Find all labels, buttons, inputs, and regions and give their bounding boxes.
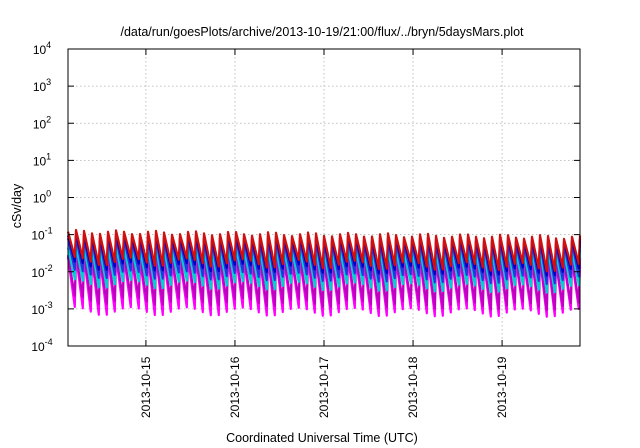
y-tick-label: 10-3	[31, 300, 52, 317]
x-tick-label: 2013-10-19	[495, 356, 509, 418]
y-tick-label: 10-1	[31, 226, 52, 243]
x-tick-label: 2013-10-16	[228, 356, 242, 418]
y-tick-label: 10-2	[31, 263, 52, 280]
x-tick-label: 2013-10-18	[406, 356, 420, 418]
chart-title: /data/run/goesPlots/archive/2013-10-19/2…	[120, 25, 524, 39]
y-tick-label: 100	[33, 189, 51, 206]
y-tick-label: 101	[33, 151, 51, 168]
x-axis-ticks: 2013-10-15 2013-10-16 2013-10-17 2013-10-18…	[139, 49, 509, 418]
x-tick-label: 2013-10-15	[139, 356, 153, 418]
y-tick-label: 104	[33, 40, 51, 57]
series-group	[66, 228, 582, 318]
y-tick-label: 103	[33, 77, 51, 94]
x-axis-label: Coordinated Universal Time (UTC)	[226, 431, 418, 445]
y-axis-ticks: 10-4 10-3 10-2 10-1 100 101 102 103 104	[31, 40, 580, 354]
series-line	[66, 228, 582, 273]
y-tick-label: 102	[33, 114, 51, 131]
y-tick-label: 10-4	[31, 337, 52, 354]
x-tick-label: 2013-10-17	[317, 356, 331, 418]
y-axis-label: cSv/day	[10, 183, 24, 228]
